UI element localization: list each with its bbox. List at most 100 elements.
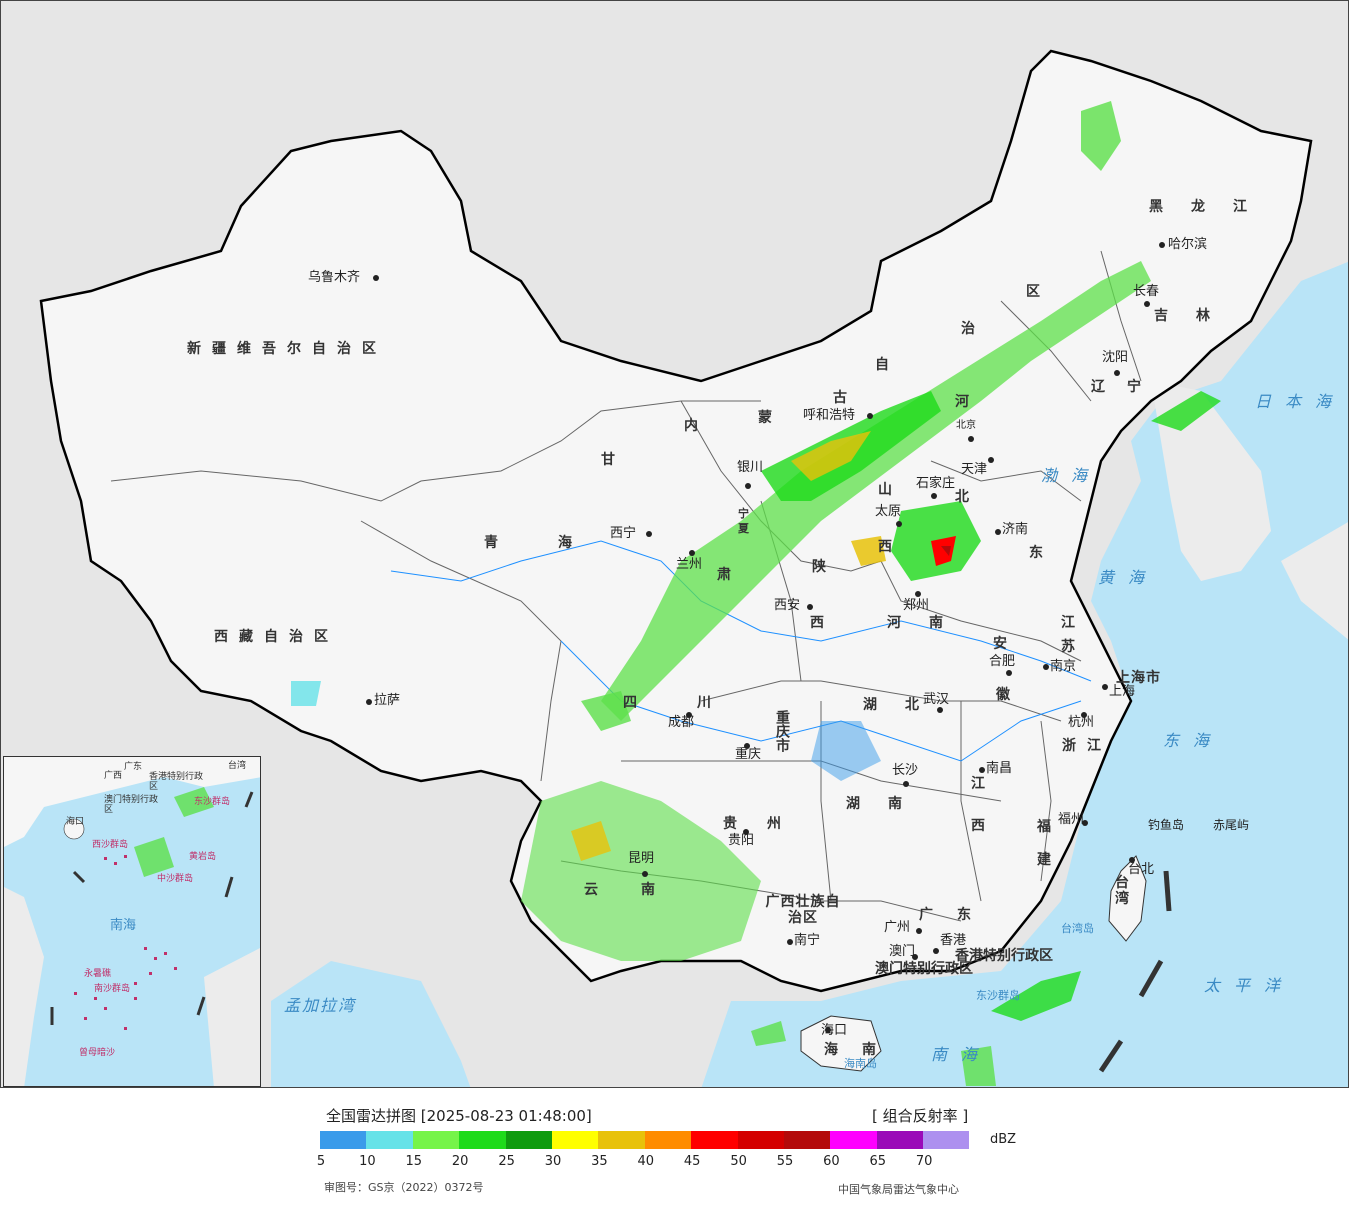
inset-province-label: 广西 (104, 771, 123, 781)
map-canvas (39, 49, 1348, 1087)
inset-city-label: 海口 (66, 817, 85, 827)
city-label: 郑州 (903, 598, 930, 613)
province-label: 区 (1026, 284, 1051, 300)
city-label: 长沙 (892, 763, 919, 778)
legend-tick: 45 (683, 1154, 701, 1169)
city-label: 石家庄 (916, 476, 956, 491)
legend-swatch (551, 1131, 599, 1149)
product-label: [ 组合反射率 ] (872, 1107, 969, 1125)
nine-dash-segments (1098, 870, 1172, 1073)
legend-tick: 50 (730, 1154, 747, 1169)
city-label: 西安 (774, 598, 801, 613)
city-label: 南京 (1050, 659, 1077, 674)
city-label: 成都 (668, 715, 695, 730)
province-label: 建 (1037, 852, 1062, 868)
city-label: 济南 (1002, 522, 1029, 537)
legend-swatch (783, 1131, 831, 1149)
city-label: 兰州 (676, 557, 703, 572)
map-title: 全国雷达拼图 [2025-08-23 01:48:00] (326, 1107, 592, 1125)
sea-label: 孟加拉湾 (284, 996, 357, 1015)
legend-swatch (459, 1131, 506, 1149)
island-label: 海南岛 (844, 1057, 877, 1070)
legend-swatch (923, 1131, 970, 1149)
inset-island-label: 东沙群岛 (194, 797, 231, 807)
ocean-area-south (1122, 941, 1348, 1087)
province-label: 古 (833, 390, 858, 406)
province-label: 黑龙江 (1149, 199, 1275, 215)
province-label: 广东 (919, 907, 995, 923)
legend-tick: 60 (823, 1154, 840, 1169)
legend-swatch (320, 1131, 367, 1149)
province-label: 东 (1029, 545, 1054, 561)
legend-tick: 15 (405, 1154, 423, 1169)
japan-land (1281, 522, 1348, 640)
review-number: 审图号：GS京（2022）0372号 (324, 1181, 484, 1194)
sea-label: 黄海 (1098, 568, 1159, 587)
province-label: 川 (697, 695, 722, 711)
city-label: 北京 (956, 420, 976, 431)
city-label: 昆明 (628, 851, 655, 866)
legend-swatch (830, 1131, 877, 1149)
island-label: 台湾岛 (1061, 922, 1094, 935)
legend-swatch (505, 1131, 552, 1149)
sea-label: 渤海 (1041, 466, 1102, 485)
province-label: 青海 (484, 535, 632, 551)
province-label: 安 (993, 636, 1018, 652)
city-label: 海口 (821, 1023, 848, 1038)
province-label: 河 (955, 394, 980, 410)
city-label: 拉萨 (374, 693, 401, 708)
city-label: 武汉 (923, 692, 950, 707)
province-label: 西藏自治区 (214, 629, 339, 645)
sea-label: 日本海 (1255, 392, 1346, 411)
legend-swatch (737, 1131, 784, 1149)
legend-swatch (412, 1131, 460, 1149)
legend-tick: 65 (869, 1154, 887, 1169)
province-label: 福 (1037, 819, 1062, 835)
city-label: 哈尔滨 (1168, 237, 1208, 252)
inset-island-label: 黄岩岛 (189, 852, 217, 862)
china-mainland (39, 49, 1313, 993)
city-label: 沈阳 (1102, 350, 1129, 365)
inset-province-label: 广东 (124, 762, 143, 772)
sea-label: 南海 (931, 1045, 992, 1064)
city-label: 澳门 (889, 944, 916, 959)
sea-label: 东海 (1163, 731, 1224, 750)
province-label: 香港特别行政区 (955, 948, 1053, 964)
legend-swatch (644, 1131, 692, 1149)
province-label: 苏 (1061, 639, 1086, 655)
inset-region-label: 澳门特别行政区 (104, 795, 159, 815)
island-label: 钓鱼岛 (1148, 818, 1185, 832)
province-label: 北 (955, 489, 980, 505)
city-label: 西宁 (610, 526, 637, 541)
province-label: 台湾 (1115, 875, 1129, 907)
inset-sea-label: 南海 (110, 918, 137, 933)
legend-swatch (876, 1131, 924, 1149)
province-label: 重庆市 (774, 710, 790, 752)
province-label: 自 (875, 357, 900, 373)
taiwan-island (1108, 855, 1147, 942)
legend-swatch (598, 1131, 645, 1149)
unit-label: dBZ (990, 1132, 1017, 1147)
inset-island-label: 永暑礁 (84, 969, 112, 979)
legend-tick: 10 (359, 1154, 376, 1169)
province-label: 海南 (824, 1042, 900, 1058)
province-label: 肃 (717, 567, 742, 583)
province-label: 新疆维吾尔自治区 (187, 341, 387, 357)
province-label: 广西壮族自治区 (765, 894, 841, 926)
province-label: 西 (971, 818, 996, 834)
city-label: 杭州 (1068, 715, 1095, 730)
city-label: 银川 (737, 460, 764, 475)
island-label: 赤尾屿 (1213, 818, 1250, 832)
province-label: 云 (584, 882, 609, 898)
inset-region-label: 香港特别行政区 (149, 772, 204, 792)
legend-tick: 25 (498, 1154, 515, 1169)
city-label: 太原 (875, 504, 902, 519)
province-label: 湖北 (863, 697, 947, 713)
legend-tick: 20 (451, 1154, 469, 1169)
city-label: 南宁 (794, 933, 821, 948)
province-label: 陕 (812, 559, 837, 575)
legend-tick: 35 (591, 1154, 608, 1169)
city-label: 合肥 (989, 654, 1016, 669)
province-label: 河南 (887, 615, 971, 631)
province-label: 徽 (996, 687, 1021, 703)
